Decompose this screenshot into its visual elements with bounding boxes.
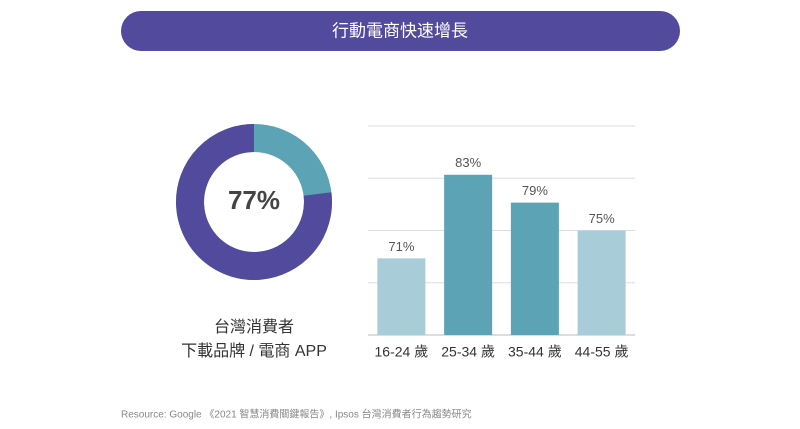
bar: [377, 258, 426, 335]
x-tick-label: 44-55 歲: [575, 344, 629, 360]
x-tick-label: 16-24 歲: [375, 344, 429, 360]
bar-value-label: 83%: [455, 155, 481, 170]
bar: [577, 230, 626, 335]
x-tick-label: 25-34 歲: [441, 344, 495, 360]
bar: [510, 202, 559, 335]
bar-value-label: 71%: [388, 239, 414, 254]
donut-center-label: 77%: [228, 185, 280, 215]
donut-caption: 下載品牌 / 電商 APP: [181, 342, 327, 360]
donut-segment: [176, 124, 332, 280]
donut-caption: 台灣消費者: [214, 318, 294, 336]
bar-value-label: 75%: [589, 211, 615, 226]
bar: [444, 174, 493, 335]
x-tick-label: 35-44 歲: [508, 344, 562, 360]
bar-value-label: 79%: [522, 183, 548, 198]
header-bar: [121, 11, 680, 51]
header-title: 行動電商快速增長: [332, 21, 468, 40]
source-note: Resource: Google 《2021 智慧消費關鍵報告》, Ipsos …: [121, 408, 472, 421]
